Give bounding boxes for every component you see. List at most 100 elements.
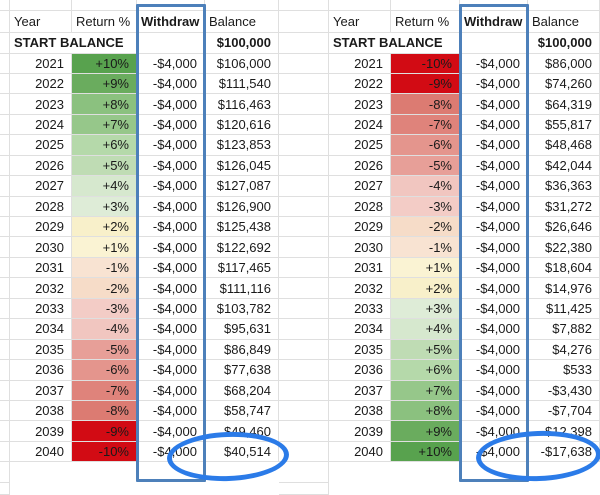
empty-cell[interactable] <box>279 11 329 33</box>
balance-cell[interactable]: -$7,704 <box>528 400 600 422</box>
return-cell[interactable]: -9% <box>391 73 460 95</box>
empty-cell[interactable] <box>0 400 10 422</box>
year-cell[interactable]: 2032 <box>10 278 72 299</box>
return-cell[interactable]: +3% <box>391 298 460 320</box>
year-cell[interactable]: 2039 <box>10 421 72 442</box>
return-cell[interactable]: -2% <box>391 217 460 238</box>
return-cell[interactable]: +9% <box>72 73 137 95</box>
year-cell[interactable]: 2025 <box>329 135 391 156</box>
empty-cell[interactable] <box>279 176 329 197</box>
balance-cell[interactable]: $11,425 <box>528 298 600 320</box>
start-balance-value[interactable]: $100,000 <box>528 32 600 54</box>
year-cell[interactable]: 2021 <box>329 53 391 74</box>
year-cell[interactable]: 2040 <box>10 441 72 463</box>
column-header-return[interactable]: Return % <box>391 11 460 33</box>
year-cell[interactable]: 2026 <box>10 155 72 177</box>
withdraw-selection-box-left[interactable] <box>136 4 206 482</box>
empty-cell[interactable] <box>0 298 10 320</box>
empty-cell[interactable] <box>279 482 329 495</box>
return-cell[interactable]: -7% <box>72 380 137 401</box>
empty-cell[interactable] <box>279 462 329 483</box>
year-cell[interactable]: 2030 <box>10 237 72 258</box>
year-cell[interactable]: 2027 <box>329 176 391 197</box>
balance-cell[interactable]: $58,747 <box>205 400 279 422</box>
empty-cell[interactable] <box>0 114 10 136</box>
year-cell[interactable]: 2039 <box>329 421 391 442</box>
column-header-year[interactable]: Year <box>10 11 72 33</box>
balance-cell[interactable]: $116,463 <box>205 94 279 115</box>
year-cell[interactable]: 2021 <box>10 53 72 74</box>
year-cell[interactable]: 2037 <box>329 380 391 401</box>
return-cell[interactable]: +7% <box>391 380 460 401</box>
year-cell[interactable]: 2022 <box>10 73 72 95</box>
year-cell[interactable]: 2023 <box>329 94 391 115</box>
return-cell[interactable]: +7% <box>72 114 137 136</box>
return-cell[interactable]: -3% <box>391 196 460 217</box>
empty-cell[interactable] <box>279 32 329 54</box>
empty-cell[interactable] <box>279 155 329 177</box>
balance-cell[interactable]: $123,853 <box>205 135 279 156</box>
empty-cell[interactable] <box>329 0 391 11</box>
balance-cell[interactable]: $95,631 <box>205 319 279 340</box>
empty-cell[interactable] <box>279 196 329 217</box>
balance-cell[interactable]: $31,272 <box>528 196 600 217</box>
return-cell[interactable]: -3% <box>72 298 137 320</box>
year-cell[interactable]: 2027 <box>10 176 72 197</box>
empty-cell[interactable] <box>0 257 10 279</box>
column-header-year[interactable]: Year <box>329 11 391 33</box>
balance-cell[interactable]: $68,204 <box>205 380 279 401</box>
year-cell[interactable]: 2038 <box>10 400 72 422</box>
return-cell[interactable]: -2% <box>72 278 137 299</box>
year-cell[interactable]: 2034 <box>329 319 391 340</box>
empty-cell[interactable] <box>0 32 10 54</box>
empty-cell[interactable] <box>279 237 329 258</box>
empty-cell[interactable] <box>0 462 10 483</box>
balance-cell[interactable]: $26,646 <box>528 217 600 238</box>
empty-cell[interactable] <box>0 278 10 299</box>
empty-cell[interactable] <box>279 94 329 115</box>
empty-cell[interactable] <box>0 53 10 74</box>
return-cell[interactable]: -9% <box>72 421 137 442</box>
return-cell[interactable]: -5% <box>72 339 137 361</box>
return-cell[interactable]: +5% <box>72 155 137 177</box>
empty-cell[interactable] <box>279 0 329 11</box>
year-cell[interactable]: 2036 <box>329 360 391 381</box>
year-cell[interactable]: 2029 <box>10 217 72 238</box>
year-cell[interactable]: 2035 <box>10 339 72 361</box>
year-cell[interactable]: 2030 <box>329 237 391 258</box>
empty-cell[interactable] <box>0 176 10 197</box>
return-cell[interactable]: -8% <box>391 94 460 115</box>
empty-cell[interactable] <box>0 94 10 115</box>
empty-cell[interactable] <box>0 441 10 463</box>
balance-cell[interactable]: $36,363 <box>528 176 600 197</box>
empty-cell[interactable] <box>279 380 329 401</box>
return-cell[interactable]: +8% <box>72 94 137 115</box>
balance-cell[interactable]: $14,976 <box>528 278 600 299</box>
year-cell[interactable]: 2035 <box>329 339 391 361</box>
empty-cell[interactable] <box>279 421 329 442</box>
column-header-balance[interactable]: Balance <box>205 11 279 33</box>
balance-cell[interactable]: $49,460 <box>205 421 279 442</box>
balance-cell[interactable]: $86,849 <box>205 339 279 361</box>
empty-cell[interactable] <box>0 196 10 217</box>
balance-cell[interactable]: -$3,430 <box>528 380 600 401</box>
year-cell[interactable]: 2036 <box>10 360 72 381</box>
balance-cell[interactable]: $533 <box>528 360 600 381</box>
balance-cell[interactable]: $42,044 <box>528 155 600 177</box>
balance-cell[interactable]: $103,782 <box>205 298 279 320</box>
empty-cell[interactable] <box>0 421 10 442</box>
empty-cell[interactable] <box>0 0 10 11</box>
return-cell[interactable]: -4% <box>72 319 137 340</box>
start-balance-value[interactable]: $100,000 <box>205 32 279 54</box>
balance-cell[interactable]: $77,638 <box>205 360 279 381</box>
empty-cell[interactable] <box>205 0 279 11</box>
balance-cell[interactable]: $40,514 <box>205 441 279 463</box>
year-cell[interactable]: 2029 <box>329 217 391 238</box>
balance-cell[interactable]: $86,000 <box>528 53 600 74</box>
start-balance-label[interactable]: START BALANCE <box>10 32 137 54</box>
return-cell[interactable]: -7% <box>391 114 460 136</box>
return-cell[interactable]: +6% <box>391 360 460 381</box>
balance-cell[interactable]: $106,000 <box>205 53 279 74</box>
empty-cell[interactable] <box>279 339 329 361</box>
year-cell[interactable]: 2034 <box>10 319 72 340</box>
